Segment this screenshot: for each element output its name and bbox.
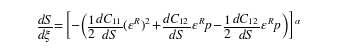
Text: $\dfrac{dS}{d\xi} = \left[-\left(\dfrac{1}{2}\dfrac{dC_{11}}{dS}\left(\varepsilo: $\dfrac{dS}{d\xi} = \left[-\left(\dfrac{… <box>37 10 302 44</box>
